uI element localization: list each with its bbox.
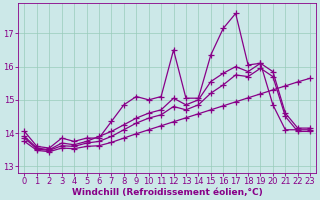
X-axis label: Windchill (Refroidissement éolien,°C): Windchill (Refroidissement éolien,°C) bbox=[72, 188, 263, 197]
